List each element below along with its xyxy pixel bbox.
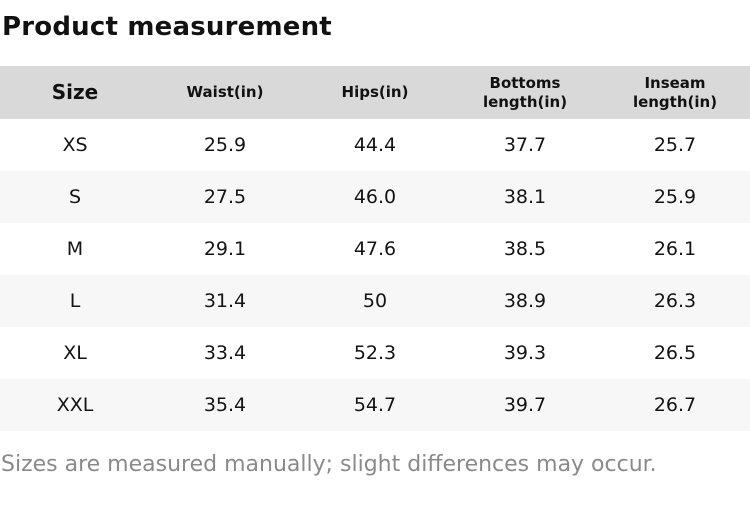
column-header-hips: Hips(in): [300, 66, 450, 119]
table-row-xxl: XXL 35.4 54.7 39.7 26.7: [0, 379, 750, 431]
cell-size: M: [0, 223, 150, 275]
cell-bottoms-length: 38.5: [450, 223, 600, 275]
table-row-s: S 27.5 46.0 38.1 25.9: [0, 171, 750, 223]
cell-waist: 31.4: [150, 275, 300, 327]
cell-hips: 52.3: [300, 327, 450, 379]
cell-bottoms-length: 39.3: [450, 327, 600, 379]
cell-inseam-length: 25.9: [600, 171, 750, 223]
cell-inseam-length: 26.1: [600, 223, 750, 275]
cell-waist: 25.9: [150, 119, 300, 171]
cell-hips: 54.7: [300, 379, 450, 431]
cell-waist: 35.4: [150, 379, 300, 431]
cell-waist: 27.5: [150, 171, 300, 223]
cell-hips: 46.0: [300, 171, 450, 223]
cell-size: XXL: [0, 379, 150, 431]
column-header-inseam-length: Inseam length(in): [600, 66, 750, 119]
cell-size: XS: [0, 119, 150, 171]
cell-inseam-length: 26.5: [600, 327, 750, 379]
table-row-l: L 31.4 50 38.9 26.3: [0, 275, 750, 327]
table-header-row: Size Waist(in) Hips(in) Bottoms length(i…: [0, 66, 750, 119]
cell-bottoms-length: 38.1: [450, 171, 600, 223]
cell-waist: 29.1: [150, 223, 300, 275]
cell-size: S: [0, 171, 150, 223]
cell-size: XL: [0, 327, 150, 379]
cell-inseam-length: 26.3: [600, 275, 750, 327]
cell-inseam-length: 26.7: [600, 379, 750, 431]
size-measurement-table: Size Waist(in) Hips(in) Bottoms length(i…: [0, 66, 750, 431]
cell-waist: 33.4: [150, 327, 300, 379]
cell-bottoms-length: 37.7: [450, 119, 600, 171]
cell-bottoms-length: 38.9: [450, 275, 600, 327]
cell-hips: 47.6: [300, 223, 450, 275]
column-header-size: Size: [0, 66, 150, 119]
cell-hips: 44.4: [300, 119, 450, 171]
cell-size: L: [0, 275, 150, 327]
column-header-bottoms-length: Bottoms length(in): [450, 66, 600, 119]
cell-inseam-length: 25.7: [600, 119, 750, 171]
measurement-disclaimer-text: Sizes are measured manually; slight diff…: [1, 452, 657, 477]
cell-bottoms-length: 39.7: [450, 379, 600, 431]
table-row-xl: XL 33.4 52.3 39.3 26.5: [0, 327, 750, 379]
cell-hips: 50: [300, 275, 450, 327]
column-header-waist: Waist(in): [150, 66, 300, 119]
page-title: Product measurement: [2, 12, 332, 42]
table-row-xs: XS 25.9 44.4 37.7 25.7: [0, 119, 750, 171]
table-row-m: M 29.1 47.6 38.5 26.1: [0, 223, 750, 275]
